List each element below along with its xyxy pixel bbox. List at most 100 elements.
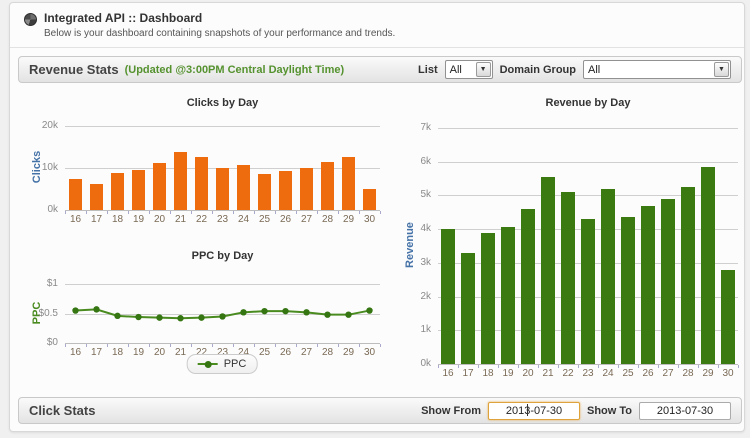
ppc-series-marker bbox=[197, 360, 218, 369]
x-axis-tick bbox=[149, 211, 150, 214]
x-tick-label: 23 bbox=[216, 347, 229, 358]
bar bbox=[279, 171, 292, 210]
pie-chart-icon bbox=[24, 13, 37, 26]
x-axis-tick bbox=[738, 365, 739, 368]
x-tick-label: 23 bbox=[216, 214, 229, 225]
x-tick-label: 19 bbox=[502, 368, 514, 379]
chevron-down-icon[interactable]: ▼ bbox=[714, 62, 729, 77]
list-select[interactable]: All ▼ bbox=[444, 60, 493, 79]
page-title: Integrated API :: Dashboard bbox=[44, 11, 203, 25]
data-point bbox=[345, 311, 352, 318]
x-tick-label: 27 bbox=[662, 368, 674, 379]
plot-area: $0 $0.5 $1 16 17 18 19 20 21 22 23 24 25 26 27 28 29 30 bbox=[23, 246, 385, 396]
page-subtitle: Below is your dashboard containing snaps… bbox=[44, 28, 396, 39]
domain-group-select[interactable]: All ▼ bbox=[583, 60, 731, 79]
x-axis-tick bbox=[380, 211, 381, 214]
x-tick-label: 30 bbox=[363, 214, 376, 225]
bar bbox=[581, 219, 595, 364]
show-to-input[interactable] bbox=[639, 402, 731, 420]
x-tick-label: 18 bbox=[111, 347, 124, 358]
gridline bbox=[65, 284, 380, 285]
y-tick-label: 2k bbox=[420, 290, 431, 302]
bar-slot bbox=[678, 128, 698, 364]
chevron-down-icon[interactable]: ▼ bbox=[475, 62, 491, 77]
x-tick-label: 26 bbox=[279, 347, 292, 358]
x-axis-tick bbox=[538, 365, 539, 368]
x-tick-label: 18 bbox=[482, 368, 494, 379]
clicks-by-day-chart: Clicks by Day Clicks 0k 10k 20k 16 17 18 19 20 2… bbox=[23, 93, 385, 243]
bar bbox=[561, 192, 575, 364]
x-axis-tick bbox=[438, 365, 439, 368]
x-axis-tick bbox=[128, 211, 129, 214]
x-axis-tick bbox=[275, 344, 276, 347]
x-tick-label: 25 bbox=[258, 347, 271, 358]
bar-slot bbox=[478, 128, 498, 364]
x-axis-tick bbox=[618, 365, 619, 368]
x-tick-label: 21 bbox=[542, 368, 554, 379]
ppc-legend[interactable]: PPC bbox=[186, 354, 258, 374]
x-tick-label: 29 bbox=[702, 368, 714, 379]
y-tick-label: $0.5 bbox=[38, 307, 58, 319]
bar-slot bbox=[338, 126, 359, 210]
bar-slot bbox=[128, 126, 149, 210]
x-axis-tick bbox=[254, 211, 255, 214]
bars bbox=[65, 126, 380, 210]
x-axis-tick bbox=[458, 365, 459, 368]
bar bbox=[111, 172, 124, 210]
x-axis-tick bbox=[296, 344, 297, 347]
y-tick-label: 0k bbox=[47, 204, 58, 215]
x-axis-tick bbox=[212, 211, 213, 214]
show-from-input[interactable] bbox=[487, 402, 580, 420]
x-axis-tick bbox=[107, 211, 108, 214]
gridline bbox=[438, 128, 738, 129]
x-tick-label: 17 bbox=[90, 347, 103, 358]
bar-slot bbox=[170, 126, 191, 210]
y-tick-label: 4k bbox=[420, 223, 431, 235]
x-tick-label: 24 bbox=[602, 368, 614, 379]
list-label: List bbox=[418, 63, 438, 76]
x-tick-label: 30 bbox=[722, 368, 734, 379]
x-tick-label: 22 bbox=[562, 368, 574, 379]
x-tick-label: 17 bbox=[90, 214, 103, 225]
bar-slot bbox=[438, 128, 458, 364]
x-tick-label: 16 bbox=[442, 368, 454, 379]
y-tick-label: 10k bbox=[41, 162, 58, 173]
x-tick-label: 16 bbox=[69, 347, 82, 358]
revenue-by-day-chart: Revenue by Day Revenue 0k 1k 2k 3k 4k 5k 6k 7k 1… bbox=[396, 93, 748, 388]
x-axis-tick bbox=[380, 344, 381, 347]
bar-slot bbox=[86, 126, 107, 210]
x-tick-label: 20 bbox=[153, 214, 166, 225]
ppc-legend-label: PPC bbox=[223, 358, 247, 370]
bar bbox=[441, 229, 455, 364]
x-tick-label: 28 bbox=[321, 347, 334, 358]
bar-slot bbox=[65, 126, 86, 210]
domain-group-select-value: All bbox=[588, 63, 601, 76]
x-tick-label: 21 bbox=[174, 214, 187, 225]
x-tick-label: 28 bbox=[321, 214, 334, 225]
x-axis-tick bbox=[558, 365, 559, 368]
bar bbox=[681, 187, 695, 364]
bar bbox=[521, 208, 535, 364]
x-axis-tick bbox=[317, 211, 318, 214]
data-point bbox=[198, 314, 205, 321]
x-axis-tick bbox=[296, 211, 297, 214]
x-axis-tick bbox=[638, 365, 639, 368]
x-axis-tick bbox=[65, 211, 66, 214]
chart-title: PPC by Day bbox=[191, 250, 254, 262]
data-point bbox=[72, 307, 79, 314]
x-axis-tick bbox=[359, 211, 360, 214]
x-tick-label: 25 bbox=[258, 214, 271, 225]
bar bbox=[501, 227, 515, 364]
x-axis-tick bbox=[191, 344, 192, 347]
click-stats-title: Click Stats bbox=[29, 403, 96, 418]
y-tick-label: $1 bbox=[46, 278, 58, 289]
x-axis-tick bbox=[170, 344, 171, 347]
y-tick-label: 20k bbox=[41, 120, 58, 131]
data-point bbox=[366, 307, 373, 314]
x-axis-tick bbox=[170, 211, 171, 214]
x-axis-tick bbox=[65, 344, 66, 347]
x-axis-tick bbox=[149, 344, 150, 347]
bar-slot bbox=[107, 126, 128, 210]
x-tick-label: 22 bbox=[195, 214, 208, 225]
bar-slot bbox=[458, 128, 478, 364]
